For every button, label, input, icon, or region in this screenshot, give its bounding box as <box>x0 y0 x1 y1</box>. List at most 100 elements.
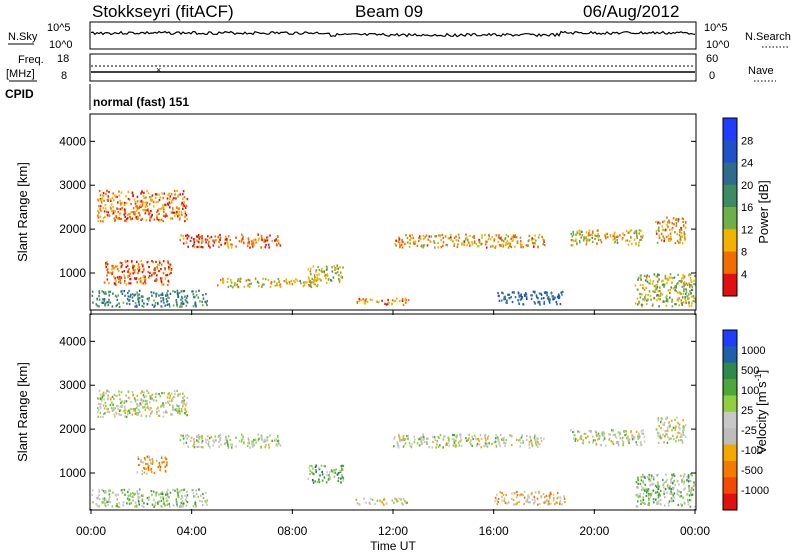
heatmap-cell <box>543 291 546 294</box>
heatmap-cell <box>683 288 685 291</box>
heatmap-cell <box>145 395 147 398</box>
heatmap-cell <box>187 445 189 448</box>
heatmap-cell <box>662 423 664 426</box>
heatmap-cell <box>403 444 406 447</box>
heatmap-cell <box>517 299 519 302</box>
heatmap-cell <box>102 501 105 504</box>
heatmap-cell <box>95 503 98 506</box>
heatmap-cell <box>174 214 176 218</box>
heatmap-cell <box>520 243 522 246</box>
heatmap-cell <box>386 302 389 306</box>
heatmap-cell <box>165 213 167 216</box>
heatmap-cell <box>652 498 655 501</box>
heatmap-cell <box>342 479 344 482</box>
heatmap-cell <box>317 283 319 287</box>
heatmap-cell <box>158 414 160 417</box>
heatmap-cell <box>176 389 178 392</box>
heatmap-cell <box>109 301 112 304</box>
heatmap-cell <box>576 230 579 233</box>
heatmap-cell <box>647 489 650 492</box>
heatmap-cell <box>106 389 108 393</box>
heatmap-cell <box>104 498 107 501</box>
heatmap-cell <box>107 304 110 307</box>
heatmap-cell <box>103 298 106 301</box>
heatmap-cell <box>558 496 560 499</box>
heatmap-cell <box>208 240 210 243</box>
heatmap-cell <box>98 211 100 214</box>
heatmap-cell <box>195 305 197 308</box>
heatmap-cell <box>355 498 358 501</box>
heatmap-cell <box>662 235 664 238</box>
heatmap-cell <box>635 481 638 484</box>
heatmap-cell <box>538 292 541 295</box>
heatmap-cell <box>501 438 503 441</box>
heatmap-cell <box>165 297 168 300</box>
heatmap-cell <box>197 233 200 237</box>
heatmap-cell <box>175 299 178 302</box>
heatmap-cell <box>397 445 400 448</box>
heatmap-cell <box>131 391 134 394</box>
heatmap-cell <box>419 438 421 441</box>
heatmap-cell <box>102 220 104 223</box>
heatmap-cell <box>650 298 652 301</box>
heatmap-cell <box>679 279 682 283</box>
heatmap-cell <box>209 446 211 449</box>
heatmap-cell <box>102 301 105 304</box>
heatmap-cell <box>306 281 308 284</box>
heatmap-cell <box>160 263 163 266</box>
heatmap-cell <box>442 241 445 244</box>
heatmap-cell <box>649 484 651 487</box>
heatmap-cell <box>151 260 153 263</box>
heatmap-cell <box>268 246 270 249</box>
heatmap-cell <box>514 234 516 237</box>
heatmap-cell <box>651 483 654 486</box>
heatmap-cell <box>683 231 685 234</box>
heatmap-cell <box>520 298 523 301</box>
heatmap-cell <box>637 278 639 281</box>
heatmap-cell <box>656 485 658 488</box>
heatmap-cell <box>153 471 156 474</box>
time-axis-label: Time UT <box>370 539 416 553</box>
heatmap-cell <box>153 272 156 276</box>
heatmap-cell <box>185 234 187 237</box>
heatmap-cell <box>176 289 179 292</box>
heatmap-cell <box>241 433 243 436</box>
heatmap-cell <box>548 301 551 304</box>
heatmap-cell <box>422 436 425 439</box>
heatmap-cell <box>542 297 545 300</box>
heatmap-cell <box>662 478 664 482</box>
heatmap-cell <box>406 237 409 240</box>
heatmap-cell <box>421 244 423 247</box>
heatmap-cell <box>237 286 240 289</box>
heatmap-cell <box>134 301 137 305</box>
heatmap-cell <box>642 492 645 495</box>
heatmap-cell <box>547 503 549 506</box>
heatmap-cell <box>405 301 407 304</box>
heatmap-cell <box>517 439 520 442</box>
heatmap-cell <box>152 399 155 402</box>
heatmap-cell <box>507 246 510 249</box>
heatmap-cell <box>580 230 582 233</box>
heatmap-cell <box>196 245 198 249</box>
heatmap-cell <box>100 399 103 402</box>
heatmap-cell <box>193 240 196 244</box>
heatmap-cell <box>457 233 460 236</box>
heatmap-cell <box>182 434 184 437</box>
heatmap-cell <box>618 431 621 434</box>
heatmap-cell <box>162 272 165 275</box>
heatmap-cell <box>513 291 515 294</box>
heatmap-cell <box>247 284 249 287</box>
heatmap-cell <box>556 296 559 299</box>
heatmap-cell <box>599 239 602 242</box>
heatmap-cell <box>397 500 399 503</box>
heatmap-cell <box>122 501 125 504</box>
heatmap-cell <box>502 493 505 497</box>
heatmap-cell <box>395 239 397 242</box>
heatmap-cell <box>108 294 111 297</box>
heatmap-cell <box>186 396 189 399</box>
heatmap-cell <box>692 295 695 298</box>
heatmap-cell <box>655 428 658 431</box>
heatmap-cell <box>183 488 186 491</box>
heatmap-cell <box>664 274 667 278</box>
heatmap-cell <box>522 441 524 445</box>
